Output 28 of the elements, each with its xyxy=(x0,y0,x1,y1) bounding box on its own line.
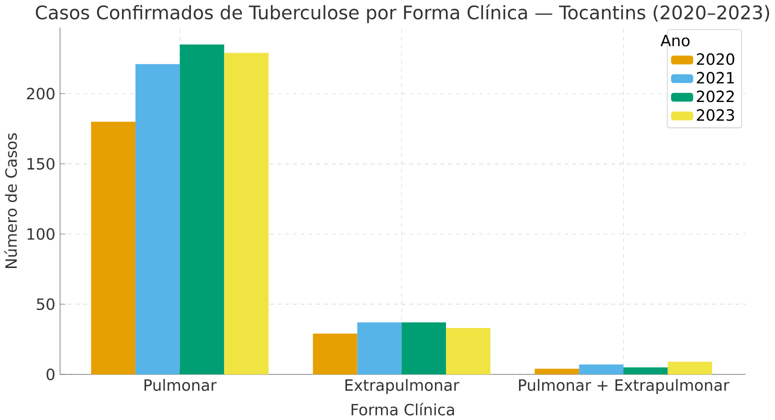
legend-label: 2022 xyxy=(696,90,734,102)
bar xyxy=(91,122,136,374)
legend-label: 2023 xyxy=(696,109,734,122)
legend-label: 2021 xyxy=(696,72,734,84)
bar xyxy=(135,64,180,374)
y-tick-label: 200 xyxy=(26,88,54,100)
bar xyxy=(180,44,224,374)
bar xyxy=(534,368,580,374)
bar xyxy=(623,367,668,374)
bar xyxy=(224,53,269,374)
legend-label: 2020 xyxy=(696,53,734,66)
y-tick-label: 0 xyxy=(46,368,54,380)
x-tick-label: Extrapulmonar xyxy=(345,379,460,394)
bar xyxy=(312,334,358,374)
bar xyxy=(668,362,712,374)
y-axis-title: Número de Casos xyxy=(4,133,17,268)
x-axis-title: Forma Clínica xyxy=(352,402,454,416)
bar xyxy=(357,322,402,374)
legend-title: Ano xyxy=(660,34,690,46)
y-tick-label: 100 xyxy=(28,228,54,240)
bar xyxy=(579,364,624,374)
x-tick-label: Pulmonar + Extrapulmonar xyxy=(519,379,730,394)
y-tick-label: 50 xyxy=(36,298,54,310)
x-tick-label: Pulmonar xyxy=(144,379,217,392)
bar xyxy=(446,328,490,374)
y-tick-label: 150 xyxy=(28,158,54,170)
chart-title: Casos Confirmados de Tuberculose por Forma Clínica — Tocantins (2020–2023) xyxy=(36,4,770,24)
bar xyxy=(402,322,446,374)
